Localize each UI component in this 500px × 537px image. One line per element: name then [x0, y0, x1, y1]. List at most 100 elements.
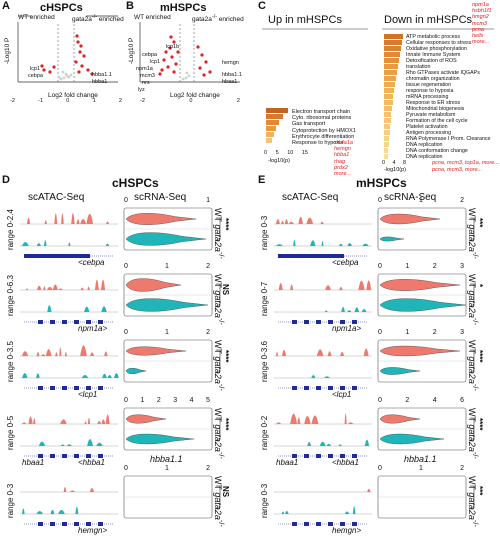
d-track-3-axis-tick-2: 2 — [156, 397, 161, 404]
panel-b-xlabel: Log2 fold change — [170, 92, 220, 99]
d-track-0-axis-tick-0: 0 — [124, 197, 128, 204]
volcano-plot-a — [17, 15, 118, 83]
panel-b-title: mHSPCs — [160, 2, 207, 14]
d-track-2-axis-tick-1: 1 — [165, 329, 169, 336]
gene-lcp1-b: lcp1 — [150, 59, 161, 65]
genotype-mut-sup: -/- — [471, 317, 480, 325]
d-track-4-range: range 0-3 — [6, 483, 15, 518]
panel-e-rna: scRNA-Seq — [384, 192, 437, 203]
panel-label-e: E — [258, 174, 266, 186]
genotype-mut-sup: -/- — [471, 519, 480, 527]
down-terms: ATP metabolic process Cellular responses … — [406, 34, 491, 160]
d-track-4-genotypes: WT gata2a-/- — [213, 476, 226, 527]
panel-label-d: D — [2, 174, 10, 186]
e-track-1-svg — [274, 273, 475, 324]
genotype-mut-sup: -/- — [217, 383, 226, 391]
gene-mcm3-b: mcm3 — [140, 73, 155, 79]
down-bars — [384, 34, 403, 159]
panel-a-title: cHSPCs — [40, 2, 83, 14]
d-track-0-genotypes: WT gata2a-/- — [213, 208, 226, 259]
d-track-0-violin-wt — [125, 213, 197, 225]
e-track-1-gene-model — [292, 320, 357, 324]
d-track-0-svg — [20, 207, 221, 258]
e-track-3-violin-wt — [379, 414, 421, 424]
panel-d-title: cHSPCs — [112, 176, 159, 190]
d-track-0-mut-peaks — [22, 240, 110, 246]
up-title: Up in mHSPCs — [268, 14, 342, 26]
e-track-3-range: range 0-2 — [260, 415, 269, 450]
e-track-0-wt-peaks — [276, 216, 324, 224]
d-track-2-axis-tick-0: 0 — [124, 329, 128, 336]
d-track-0-violin-mut — [125, 232, 207, 246]
d-track-4-svg — [20, 475, 221, 526]
e-track-1-violin-wt — [379, 279, 461, 291]
d-track-2-violin-wt — [125, 346, 187, 356]
d-track-2-violin-axis: 0 1 2 — [124, 329, 210, 336]
d-track-3-significance: **** — [221, 418, 230, 431]
d-track-3-axis-tick-3: 3 — [173, 397, 178, 404]
down-axis-label: -log10(p) — [384, 167, 407, 173]
d-track-1-gene-model — [38, 320, 103, 324]
genotype-mut: gata2a — [467, 224, 477, 252]
e-track-4-wt-peaks — [367, 488, 371, 492]
gene-cebpa-a: cebpa — [28, 73, 43, 79]
volcano-plot-b — [139, 22, 240, 83]
d-track-1-genotypes: WT gata2a-/- — [213, 274, 226, 325]
d-track-2-significance: **** — [221, 350, 230, 363]
e-track-3-mut-peaks — [307, 439, 370, 446]
e-track-1-axis-tick-3: 3 — [460, 263, 464, 270]
e-track-3-violin-axis: 0 2 4 6 — [378, 397, 464, 404]
gene-lcp1-a: lcp1 — [30, 66, 41, 72]
e-track-4-axis-tick-2: 2 — [460, 465, 464, 472]
e-track-0-violin-axis: 0 1 2 — [378, 197, 464, 204]
e-track-0-range: range 0-3 — [260, 215, 269, 250]
e-track-3-significance: **** — [475, 418, 484, 431]
d-track-0-wt-peaks — [26, 212, 110, 224]
d-track-1-svg — [20, 273, 221, 324]
panel-d-rna: scRNA-Seq — [134, 192, 187, 203]
e-track-2-mut-peaks — [311, 375, 330, 378]
e-track-4-significance: *** — [475, 486, 484, 496]
d-track-3-mut-peaks — [38, 438, 103, 446]
panel-label-b: B — [126, 0, 134, 12]
e-track-2-axis-tick-0: 0 — [378, 329, 382, 336]
e-track-2-violin-mut — [379, 367, 421, 375]
d-track-2-violin-mut — [125, 367, 147, 375]
panel-b-gata2a-enriched: gata2a-/- enriched — [192, 14, 244, 24]
panel-label-c: C — [258, 0, 266, 12]
e-track-0-axis-tick-0: 0 — [378, 197, 382, 204]
up-terms: Electron transport chain Cyto. ribosomal … — [292, 109, 356, 147]
e-track-0-gene: <cebpa — [332, 258, 359, 267]
d-track-4-axis-tick-1: 1 — [165, 465, 169, 472]
e-track-4-violin-axis: 0 1 2 — [378, 465, 464, 472]
e-track-1-mut-peaks — [324, 306, 367, 312]
panel-a-xticks: -2 -1 0 1 2 — [10, 98, 122, 104]
d-track-3-genotypes: WT gata2a-/- — [213, 408, 226, 459]
e-track-0-significance: *** — [475, 218, 484, 228]
e-track-1-axis-tick-1: 1 — [405, 263, 410, 270]
e-track-0-gene-model — [278, 254, 344, 258]
e-track-2-axis-tick-3: 3 — [460, 329, 464, 336]
d-track-2-axis-tick-2: 2 — [206, 329, 210, 336]
d-track-0-range: range 0-2.4 — [6, 209, 15, 250]
down-title: Down in mHSPCs — [384, 14, 473, 26]
gene-hbba1-1-b: hbba1.1 — [222, 72, 242, 78]
d-track-2-wt-peaks — [22, 345, 108, 356]
d-track-3-violin-wt — [125, 414, 167, 424]
d-track-3-svg — [20, 407, 221, 458]
up-axis-ticks: 0 5 10 15 — [264, 150, 308, 156]
e-track-2-range: range 0-3.6 — [260, 341, 269, 382]
d-track-1-axis-tick-0: 0 — [124, 263, 128, 270]
d-track-2-range: range 0-3.5 — [6, 341, 15, 382]
gene-lyz-b: lyz — [138, 87, 145, 93]
e-track-4-svg — [274, 475, 475, 526]
genotype-mut-sup: -/- — [217, 451, 226, 459]
d-track-1-mut-peaks — [47, 304, 107, 312]
d-track-3-wt-peaks — [22, 414, 110, 424]
e-track-2-violin-axis: 0 1 2 3 — [378, 329, 464, 336]
e-track-1-axis-tick-0: 0 — [378, 263, 382, 270]
e-track-2-violin-wt — [379, 345, 461, 357]
d-track-3-axis-tick-4: 4 — [189, 397, 194, 404]
